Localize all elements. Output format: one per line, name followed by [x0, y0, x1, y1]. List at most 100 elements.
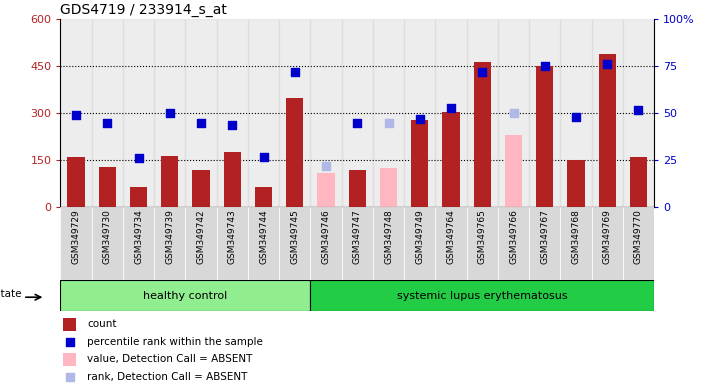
Point	[70, 112, 82, 118]
Point	[289, 69, 301, 75]
Bar	[154, 19, 186, 207]
Text: GDS4719 / 233914_s_at: GDS4719 / 233914_s_at	[60, 3, 228, 17]
Bar	[130, 187, 147, 207]
Bar	[154, 207, 186, 280]
Bar	[217, 19, 248, 207]
Point	[133, 156, 144, 162]
Point	[383, 120, 394, 126]
Bar	[186, 207, 217, 280]
Point	[196, 120, 207, 126]
Bar	[248, 19, 279, 207]
Point	[633, 106, 644, 113]
Text: GSM349745: GSM349745	[290, 210, 299, 264]
Point	[476, 69, 488, 75]
Text: GSM349734: GSM349734	[134, 210, 143, 264]
Text: GSM349768: GSM349768	[572, 210, 580, 265]
Bar	[60, 19, 92, 207]
Bar	[311, 207, 342, 280]
Point	[602, 61, 613, 68]
Text: GSM349765: GSM349765	[478, 210, 487, 265]
Text: GSM349742: GSM349742	[196, 210, 205, 264]
Text: systemic lupus erythematosus: systemic lupus erythematosus	[397, 291, 567, 301]
Bar	[435, 19, 466, 207]
Bar	[123, 19, 154, 207]
Bar	[311, 280, 654, 311]
Bar	[311, 19, 342, 207]
Text: GSM349729: GSM349729	[72, 210, 80, 264]
Bar	[193, 170, 210, 207]
Text: percentile rank within the sample: percentile rank within the sample	[87, 337, 263, 347]
Bar	[186, 19, 217, 207]
Bar	[279, 207, 311, 280]
Bar	[592, 19, 623, 207]
Text: GSM349743: GSM349743	[228, 210, 237, 264]
Bar	[529, 207, 560, 280]
Bar	[217, 207, 248, 280]
Bar	[560, 207, 592, 280]
Text: rank, Detection Call = ABSENT: rank, Detection Call = ABSENT	[87, 372, 247, 382]
Text: GSM349770: GSM349770	[634, 210, 643, 265]
Point	[64, 374, 75, 380]
Bar	[498, 19, 529, 207]
Point	[102, 120, 113, 126]
Bar	[404, 19, 435, 207]
Bar	[404, 207, 435, 280]
Point	[258, 154, 269, 160]
Text: GSM349748: GSM349748	[384, 210, 393, 264]
Bar	[623, 207, 654, 280]
Text: GSM349744: GSM349744	[259, 210, 268, 264]
Bar	[248, 207, 279, 280]
Bar	[99, 167, 116, 207]
Bar	[68, 157, 85, 207]
Text: count: count	[87, 319, 117, 329]
Bar	[317, 173, 335, 207]
Text: GSM349767: GSM349767	[540, 210, 550, 265]
Text: GSM349749: GSM349749	[415, 210, 424, 264]
Bar	[380, 168, 397, 207]
Point	[539, 63, 550, 70]
Bar	[92, 207, 123, 280]
Bar	[529, 19, 560, 207]
Bar	[255, 187, 272, 207]
Text: healthy control: healthy control	[144, 291, 228, 301]
Bar	[442, 112, 459, 207]
Text: value, Detection Call = ABSENT: value, Detection Call = ABSENT	[87, 354, 252, 364]
Point	[351, 120, 363, 126]
Point	[64, 339, 75, 345]
Text: disease state: disease state	[0, 289, 21, 299]
Bar	[279, 19, 311, 207]
Text: GSM349764: GSM349764	[447, 210, 456, 264]
Point	[445, 104, 456, 111]
Bar	[411, 119, 428, 207]
Bar	[623, 19, 654, 207]
Point	[570, 114, 582, 120]
Bar	[630, 157, 647, 207]
Text: GSM349747: GSM349747	[353, 210, 362, 264]
Bar	[474, 61, 491, 207]
Bar	[466, 19, 498, 207]
Point	[227, 121, 238, 127]
Bar	[599, 54, 616, 207]
Bar	[224, 152, 241, 207]
Bar	[373, 207, 404, 280]
Bar	[63, 318, 77, 331]
Bar	[505, 135, 522, 207]
Bar	[123, 207, 154, 280]
Text: GSM349769: GSM349769	[603, 210, 611, 265]
Bar	[60, 207, 92, 280]
Bar	[161, 156, 178, 207]
Bar	[342, 19, 373, 207]
Text: GSM349746: GSM349746	[321, 210, 331, 264]
Bar	[498, 207, 529, 280]
Point	[414, 116, 425, 122]
Text: GSM349766: GSM349766	[509, 210, 518, 265]
Bar	[373, 19, 404, 207]
Bar	[592, 207, 623, 280]
Bar	[342, 207, 373, 280]
Point	[164, 110, 176, 116]
Bar	[287, 98, 304, 207]
Bar	[560, 19, 592, 207]
Bar	[435, 207, 466, 280]
Text: GSM349739: GSM349739	[165, 210, 174, 265]
Text: GSM349730: GSM349730	[103, 210, 112, 265]
